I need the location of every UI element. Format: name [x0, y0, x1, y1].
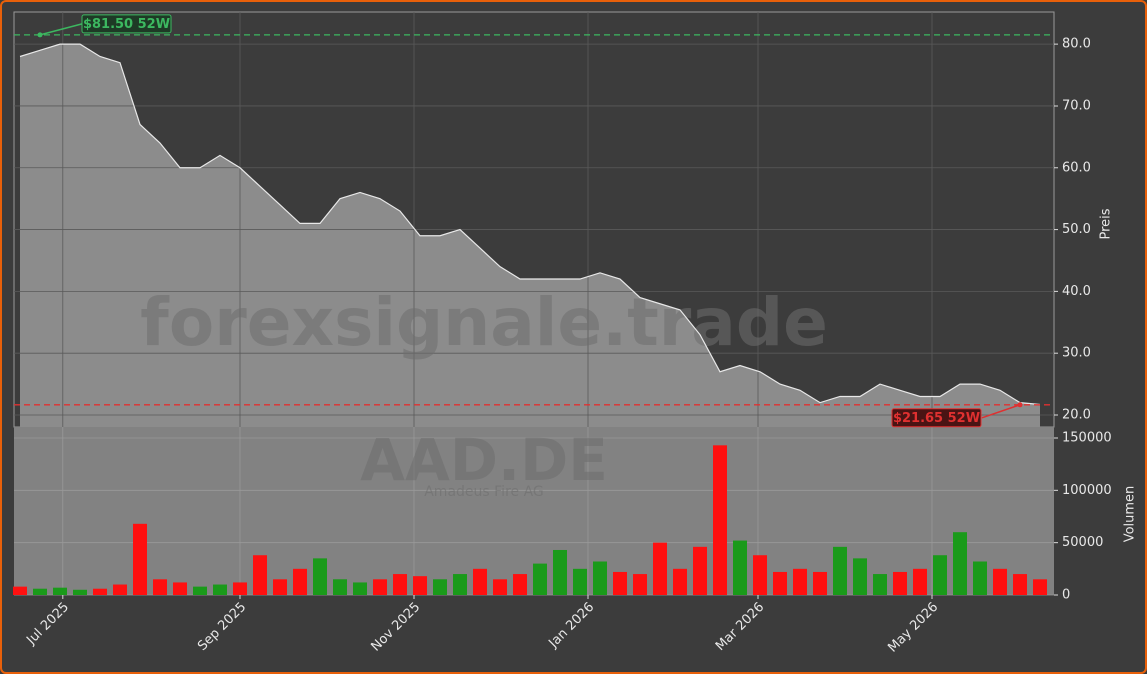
y2-tick-label: 100000: [1062, 483, 1112, 498]
watermark: forexsignale.trade: [140, 284, 828, 361]
y-tick-label: 60.0: [1062, 160, 1091, 175]
ticker: AAD.DE: [360, 426, 608, 494]
volume-bar: [393, 574, 407, 595]
volume-bar: [213, 584, 227, 595]
volume-bar: [673, 568, 687, 595]
volume-bar: [313, 558, 327, 595]
volume-bar: [353, 582, 367, 595]
annotation-box: [891, 408, 982, 428]
volume-bar: [793, 568, 807, 595]
annotation-arrow: [981, 404, 1021, 419]
annotation-box: [81, 14, 172, 34]
volume-bar: [873, 574, 887, 595]
volume-bar: [893, 571, 907, 595]
volume-bar: [473, 568, 487, 595]
volume-bar: [773, 571, 787, 595]
volume-bar: [993, 568, 1007, 595]
y-tick-label: 30.0: [1062, 346, 1091, 361]
volume-bar: [813, 571, 827, 595]
volume-bar: [33, 588, 47, 595]
volume-bar: [193, 586, 207, 595]
x-tick-label: May 2026: [885, 600, 941, 656]
volume-bar: [13, 586, 27, 595]
volume-bar: [713, 445, 727, 595]
x-tick-label: Jul 2025: [23, 600, 72, 649]
volume-bar: [73, 589, 87, 595]
volume-bar: [533, 563, 547, 595]
volume-bar: [113, 584, 127, 595]
volume-bar: [833, 546, 847, 595]
volume-bar: [93, 588, 107, 595]
x-tick-label: Mar 2026: [713, 600, 767, 654]
volume-bar: [693, 546, 707, 595]
volume-bar: [453, 574, 467, 595]
x-tick-label: Sep 2025: [195, 600, 249, 654]
x-tick-label: Jan 2026: [545, 600, 597, 652]
volume-bar: [373, 579, 387, 595]
volume-bar: [273, 579, 287, 595]
y-tick-label: 50.0: [1062, 222, 1091, 237]
y-tick-label: 70.0: [1062, 98, 1091, 113]
x-tick-label: Nov 2025: [368, 600, 423, 655]
y-tick-label: 40.0: [1062, 284, 1091, 299]
annotation-arrow: [39, 23, 83, 36]
volume-bar: [333, 579, 347, 595]
volume-bar: [1033, 579, 1047, 595]
price-line: [19, 43, 1041, 406]
volume-bar: [1013, 574, 1027, 595]
volume-bar: [753, 555, 767, 595]
volume-bar: [973, 561, 987, 595]
volume-bar: [433, 579, 447, 595]
volume-bar: [293, 568, 307, 595]
volume-bar: [933, 555, 947, 595]
volume-bar: [173, 582, 187, 595]
y2-tick-label: 50000: [1062, 535, 1103, 550]
volume-bar: [253, 555, 267, 595]
volume-bar: [233, 582, 247, 595]
annotation-point: [1017, 402, 1023, 408]
price-area: [20, 44, 1040, 428]
volume-bar: [853, 558, 867, 595]
volume-bar: [513, 574, 527, 595]
volume-bar: [573, 568, 587, 595]
volume-bar: [593, 561, 607, 595]
y-axis-label: Preis: [1099, 208, 1114, 239]
volume-bar: [913, 568, 927, 595]
company: Amadeus Fire AG: [424, 484, 544, 500]
y2-tick-label: 0: [1062, 588, 1070, 603]
volume-bar: [613, 571, 627, 595]
annotation-label: $81.50 52W: [83, 17, 170, 32]
volume-bar: [733, 540, 747, 595]
volume-bar: [633, 574, 647, 595]
volume-bar: [493, 579, 507, 595]
annotation-label: $21.65 52W: [893, 411, 980, 426]
volume-bar: [653, 542, 667, 595]
volume-bar: [133, 523, 147, 595]
volume-bar: [53, 587, 67, 595]
y2-axis-label: Volumen: [1123, 486, 1138, 543]
y-tick-label: 20.0: [1062, 408, 1091, 423]
y-tick-label: 80.0: [1062, 37, 1091, 52]
annotation-point: [37, 32, 43, 38]
volume-bar: [413, 576, 427, 595]
volume-bar: [153, 579, 167, 595]
volume-bar: [953, 532, 967, 595]
y2-tick-label: 150000: [1062, 430, 1112, 445]
volume-bar: [553, 549, 567, 595]
